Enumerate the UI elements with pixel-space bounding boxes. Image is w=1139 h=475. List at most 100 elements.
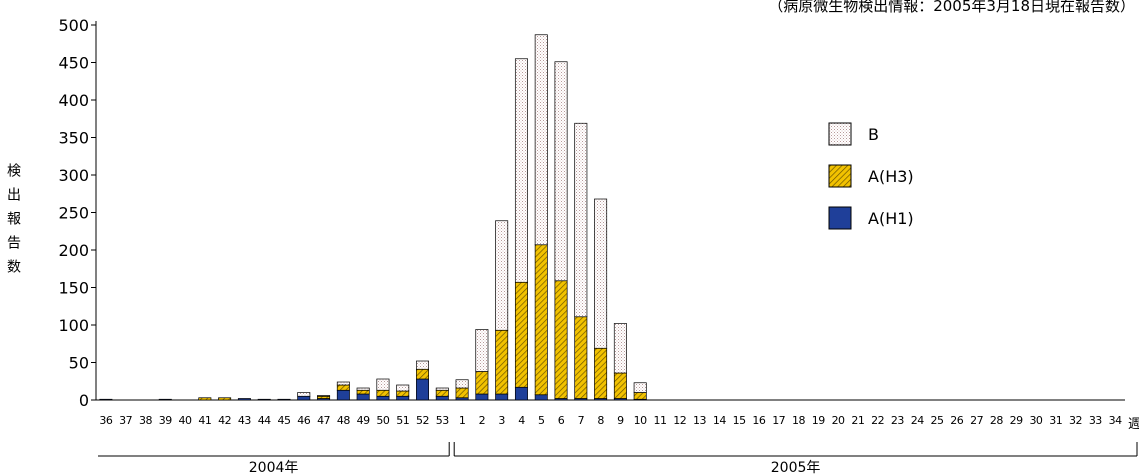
x-tick-label: 53 — [436, 414, 449, 427]
bar-segment-b — [554, 61, 568, 282]
bar-segment-ah1 — [396, 395, 410, 401]
x-tick-label: 14 — [713, 414, 726, 427]
bar-segment-ah3 — [198, 397, 212, 401]
bar-segment-ah1 — [416, 378, 430, 401]
x-tick-label: 21 — [851, 414, 864, 427]
legend-label: A(H3) — [868, 167, 914, 186]
x-tick-label: 6 — [558, 414, 565, 427]
bar-segment-ah1 — [297, 395, 311, 401]
x-tick-label: 33 — [1089, 414, 1102, 427]
bar-segment-b — [475, 329, 489, 372]
x-tick-label: 12 — [673, 414, 686, 427]
bar-segment-b — [356, 387, 370, 391]
bar-segment-ah3 — [613, 372, 627, 399]
bar-segment-ah3 — [455, 387, 469, 399]
bar-segment-ah3 — [218, 397, 232, 401]
x-tick-label: 18 — [792, 414, 805, 427]
x-tick-label: 36 — [99, 414, 112, 427]
bar-segment-ah3 — [633, 392, 647, 400]
bar-segment-b — [416, 360, 430, 370]
year-label: 2004年 — [249, 460, 299, 475]
bar-segment-b — [376, 378, 390, 391]
x-tick-label: 16 — [752, 414, 765, 427]
x-tick-label: 7 — [578, 414, 585, 427]
y-tick-label: 50 — [69, 354, 89, 373]
x-axis-label: 週 — [1128, 417, 1139, 432]
bar-segment-b — [297, 392, 311, 397]
y-tick-label: 250 — [58, 204, 89, 223]
x-tick-label: 13 — [693, 414, 706, 427]
bar-segment-ah3 — [416, 368, 430, 380]
legend-swatch-ah1 — [828, 206, 852, 230]
x-tick-label: 37 — [119, 414, 132, 427]
bar-segment-ah3 — [574, 316, 588, 399]
x-tick-label: 48 — [337, 414, 350, 427]
y-tick-label: 150 — [58, 279, 89, 298]
x-tick-label: 11 — [653, 414, 666, 427]
y-tick-label: 100 — [58, 316, 89, 335]
bar-segment-ah3 — [475, 371, 489, 395]
bar-segment-ah3 — [396, 390, 410, 397]
bar-segment-b — [455, 379, 469, 389]
source-note: （病原微生物検出情報：2005年3月18日現在報告数） — [768, 0, 1135, 15]
y-tick-label: 350 — [58, 129, 89, 148]
bar-segment-ah1 — [277, 398, 291, 401]
bar-segment-ah3 — [554, 280, 568, 399]
x-tick-label: 22 — [871, 414, 884, 427]
bar-segment-ah1 — [336, 389, 350, 401]
legend-label: B — [868, 125, 879, 144]
bar-segment-ah3 — [495, 329, 509, 395]
bar-segment-ah1 — [99, 398, 113, 401]
y-axis-label: 検出報告数 — [5, 163, 21, 283]
bar-segment-ah1 — [237, 398, 251, 401]
bar-segment-ah3 — [534, 244, 548, 396]
legend-swatch-b — [828, 122, 852, 146]
x-tick-label: 52 — [416, 414, 429, 427]
y-tick-label: 0 — [79, 391, 89, 410]
x-tick-label: 41 — [198, 414, 211, 427]
y-tick-label: 450 — [58, 54, 89, 73]
y-tick-label: 200 — [58, 241, 89, 260]
x-tick-label: 29 — [1010, 414, 1023, 427]
y-tick-label: 300 — [58, 166, 89, 185]
bar-segment-ah1 — [257, 398, 271, 401]
bar-segment-b — [435, 387, 449, 391]
bar-segment-b — [534, 34, 548, 246]
x-tick-label: 15 — [733, 414, 746, 427]
bar-segment-b — [613, 323, 627, 374]
bar-segment-b — [317, 395, 331, 397]
x-tick-label: 49 — [357, 414, 370, 427]
x-tick-label: 9 — [617, 414, 624, 427]
legend-swatch-ah3 — [828, 164, 852, 188]
x-tick-label: 2 — [479, 414, 486, 427]
x-tick-label: 24 — [911, 414, 924, 427]
x-tick-label: 44 — [258, 414, 271, 427]
x-tick-label: 17 — [772, 414, 785, 427]
x-tick-label: 30 — [1029, 414, 1042, 427]
bar-segment-b — [594, 198, 608, 349]
bar-segment-ah1 — [475, 393, 489, 401]
bar-segment-ah1 — [495, 393, 509, 401]
y-tick-label: 500 — [58, 16, 89, 35]
bar-segment-b — [495, 220, 509, 331]
bar-segment-ah3 — [376, 389, 390, 397]
x-tick-label: 19 — [812, 414, 825, 427]
bar-segment-ah3 — [514, 281, 528, 388]
x-tick-label: 23 — [891, 414, 904, 427]
x-tick-label: 40 — [179, 414, 192, 427]
x-tick-label: 8 — [597, 414, 604, 427]
x-tick-label: 5 — [538, 414, 545, 427]
bar-segment-ah1 — [435, 395, 449, 401]
x-tick-label: 39 — [159, 414, 172, 427]
x-tick-label: 10 — [634, 414, 647, 427]
bar-segment-ah3 — [435, 389, 449, 397]
legend-label: A(H1) — [868, 209, 914, 228]
bar-segment-ah1 — [376, 395, 390, 401]
x-tick-label: 27 — [970, 414, 983, 427]
x-tick-label: 20 — [832, 414, 845, 427]
bar-segment-ah1 — [514, 386, 528, 401]
bar-segment-ah3 — [336, 384, 350, 391]
x-tick-label: 34 — [1109, 414, 1122, 427]
bar-segment-ah1 — [534, 394, 548, 401]
x-tick-label: 3 — [498, 414, 505, 427]
